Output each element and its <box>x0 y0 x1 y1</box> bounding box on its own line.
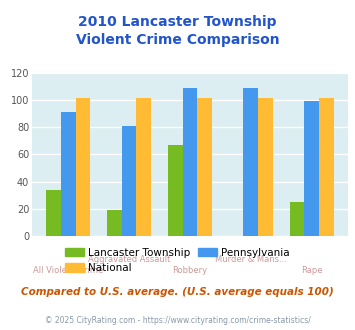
Bar <box>244 87 258 236</box>
Bar <box>304 101 319 236</box>
Bar <box>76 98 90 236</box>
Text: All Violent Crime: All Violent Crime <box>33 266 103 275</box>
Text: Rape: Rape <box>301 266 322 275</box>
Bar <box>107 210 122 236</box>
Bar <box>182 87 197 236</box>
Text: Murder & Mans...: Murder & Mans... <box>215 255 287 264</box>
Bar <box>290 202 304 236</box>
Bar <box>46 190 61 236</box>
Bar <box>136 98 151 236</box>
Text: Compared to U.S. average. (U.S. average equals 100): Compared to U.S. average. (U.S. average … <box>21 287 334 297</box>
Text: 2010 Lancaster Township
Violent Crime Comparison: 2010 Lancaster Township Violent Crime Co… <box>76 15 279 47</box>
Bar <box>61 112 76 236</box>
Bar <box>168 145 182 236</box>
Text: Aggravated Assault: Aggravated Assault <box>88 255 170 264</box>
Bar <box>319 98 334 236</box>
Bar <box>122 126 136 236</box>
Text: © 2025 CityRating.com - https://www.cityrating.com/crime-statistics/: © 2025 CityRating.com - https://www.city… <box>45 316 310 325</box>
Legend: Lancaster Township, National, Pennsylvania: Lancaster Township, National, Pennsylvan… <box>65 248 290 273</box>
Text: Robbery: Robbery <box>173 266 207 275</box>
Bar <box>258 98 273 236</box>
Bar <box>197 98 212 236</box>
